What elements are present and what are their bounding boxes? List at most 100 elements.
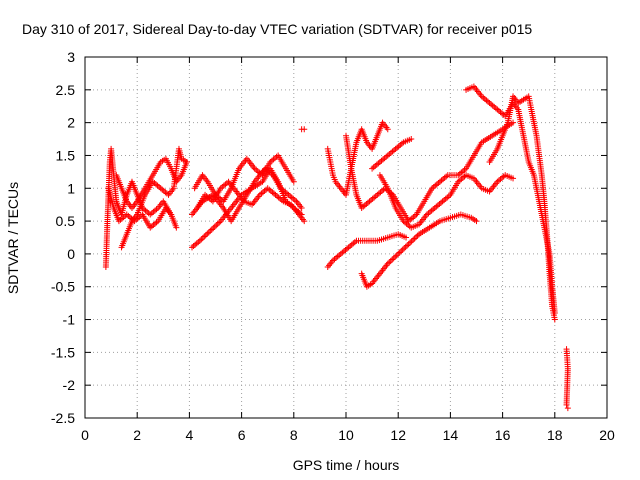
data-point [195, 239, 202, 246]
data-point [199, 234, 206, 241]
data-point [389, 256, 396, 263]
data-point [404, 242, 411, 249]
data-point [425, 210, 432, 217]
data-point [495, 107, 502, 114]
data-point [497, 109, 504, 116]
data-point [376, 159, 383, 166]
y-tick-label: -0.5 [51, 279, 75, 295]
data-point [438, 199, 445, 206]
data-point [443, 173, 450, 180]
data-point [395, 250, 402, 257]
data-point [148, 210, 155, 217]
data-point [370, 164, 377, 171]
data-point [403, 234, 410, 241]
data-point [201, 233, 208, 240]
data-point [563, 401, 570, 408]
data-point [413, 234, 420, 241]
data-point [410, 214, 417, 221]
data-point [408, 215, 415, 222]
data-point [386, 259, 393, 266]
data-point [384, 260, 391, 267]
data-point [211, 223, 218, 230]
y-tick-label: 2 [67, 115, 75, 131]
data-point [154, 182, 161, 189]
data-point [260, 189, 267, 196]
data-point [162, 189, 169, 196]
data-point [361, 202, 368, 209]
grid-lines [85, 57, 607, 418]
data-point [397, 141, 404, 148]
data-point [408, 136, 415, 143]
data-point [150, 208, 157, 215]
data-point [337, 250, 344, 257]
data-point [214, 220, 221, 227]
data-point [222, 181, 229, 188]
data-point [392, 145, 399, 152]
data-point [436, 178, 443, 185]
data-point [192, 241, 199, 248]
data-point [272, 155, 279, 162]
data-point [342, 246, 349, 253]
y-tick-label: -1 [63, 312, 76, 328]
data-point [204, 230, 211, 237]
data-point [480, 94, 487, 101]
data-point [157, 185, 164, 192]
data-point [369, 165, 376, 172]
data-point [401, 245, 408, 252]
data-points [102, 83, 571, 412]
data-point [458, 169, 465, 176]
data-point [151, 220, 158, 227]
data-point [432, 182, 439, 189]
data-point [408, 238, 415, 245]
data-point [291, 197, 298, 204]
data-point [377, 189, 384, 196]
data-point [381, 155, 388, 162]
y-tick-label: -2.5 [51, 410, 75, 426]
data-point [198, 236, 205, 243]
data-point [428, 207, 435, 214]
data-point [348, 241, 355, 248]
data-point [378, 157, 385, 164]
data-point [372, 193, 379, 200]
data-point [438, 177, 445, 184]
data-point [183, 159, 190, 166]
data-point [333, 254, 340, 261]
data-point [364, 199, 371, 206]
data-point [210, 225, 217, 232]
x-tick-label: 10 [338, 427, 354, 443]
data-point [264, 185, 271, 192]
data-point [510, 119, 517, 126]
y-tick-label: 1.5 [56, 147, 76, 163]
data-point [331, 256, 338, 263]
data-point [396, 249, 403, 256]
data-point [383, 153, 390, 160]
data-point [261, 187, 268, 194]
data-point [258, 190, 265, 197]
x-axis-ticks: 0 2 4 6 8 10 12 14 16 18 20 [81, 57, 615, 443]
data-point [441, 197, 448, 204]
data-point [369, 195, 376, 202]
data-point [564, 405, 571, 412]
data-point [380, 156, 387, 163]
data-point [386, 151, 393, 158]
data-point [277, 195, 284, 202]
data-point [484, 98, 491, 105]
data-point [402, 243, 409, 250]
data-point [461, 166, 468, 173]
data-point [459, 168, 466, 175]
data-point [151, 207, 158, 214]
data-point [147, 211, 154, 218]
data-point [374, 191, 381, 198]
data-point [387, 149, 394, 156]
data-point [363, 201, 370, 208]
data-point [168, 211, 175, 218]
data-point [272, 191, 279, 198]
chart-title: Day 310 of 2017, Sidereal Day-to-day VTE… [22, 21, 532, 37]
data-point [392, 253, 399, 260]
data-point [389, 148, 396, 155]
data-point [270, 190, 277, 197]
data-point [431, 204, 438, 211]
data-point [345, 244, 352, 251]
data-point [483, 97, 490, 104]
data-point [142, 207, 149, 214]
